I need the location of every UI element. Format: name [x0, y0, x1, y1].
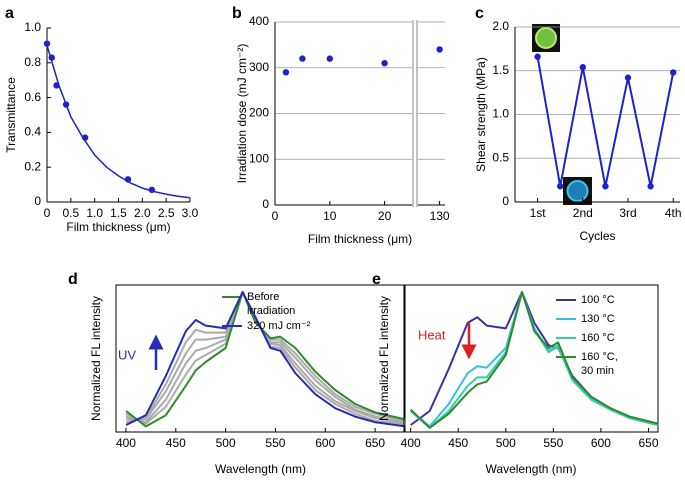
data-point [647, 183, 654, 190]
x-tick-label: 3rd [619, 206, 636, 220]
y-tick-label: 1.0 [24, 20, 41, 34]
legend-label: Before irradiation [247, 291, 296, 317]
series-line [125, 291, 406, 428]
x-axis-label: Wavelength (nm) [486, 462, 577, 476]
plot-frame [115, 284, 406, 433]
x-tick-label: 0 [44, 206, 51, 220]
y-tick-label: 200 [249, 106, 269, 120]
x-tick-label: 500 [496, 436, 516, 450]
y-tick-label: 300 [249, 60, 269, 74]
data-point [282, 69, 290, 76]
x-tick-label: 2nd [573, 206, 593, 220]
x-tick-label: 650 [365, 436, 385, 450]
x-tick-label: 450 [166, 436, 186, 450]
data-point [579, 64, 587, 71]
data-point [670, 69, 677, 76]
x-axis-label: Cycles [579, 229, 615, 243]
y-axis-label: Transmittance [4, 77, 18, 153]
annotation: UV [118, 347, 136, 362]
inset-blue [563, 177, 592, 205]
x-tick-label: 4th [665, 206, 682, 220]
y-tick-label: 0.6 [24, 90, 41, 104]
x-tick-label: 1st [530, 206, 547, 220]
y-tick-label: 0.5 [492, 150, 509, 164]
x-tick-label: 130 [430, 209, 450, 223]
x-axis-label: Film thickness (μm) [308, 232, 412, 246]
data-point [557, 183, 564, 190]
x-tick-label: 2.5 [158, 206, 175, 220]
y-tick-label: 0 [262, 197, 269, 211]
x-tick-label: 400 [116, 436, 136, 450]
x-tick-label: 550 [543, 436, 563, 450]
annotation: Heat [418, 327, 446, 342]
x-tick-label: 600 [591, 436, 611, 450]
legend-label: 130 °C [581, 313, 615, 325]
series-line [125, 291, 406, 428]
data-point [624, 74, 632, 81]
x-tick-label: 0.5 [62, 206, 79, 220]
data-point [381, 59, 388, 67]
y-tick-label: 2.0 [492, 19, 509, 33]
panel-label: c [475, 5, 484, 22]
data-point [299, 55, 306, 62]
series-line [536, 56, 675, 188]
legend-label: 160 °C, 30 min [581, 351, 618, 377]
data-point [534, 53, 541, 60]
y-axis-label: Normalized FL intensity [89, 296, 103, 421]
legend-label: 160 °C [581, 332, 615, 344]
y-axis-label: Shear strength (MPa) [474, 57, 488, 172]
plot-frame [403, 284, 659, 433]
x-axis-label: Film thickness (μm) [66, 220, 170, 234]
x-tick-label: 20 [378, 209, 392, 223]
legend-label: 320 mJ cm⁻² [247, 320, 311, 332]
series-line [410, 291, 659, 429]
y-axis-label: Irradiation dose (mJ cm⁻²) [235, 44, 249, 184]
data-point [436, 46, 443, 53]
x-tick-label: 1.0 [86, 206, 103, 220]
y-tick-label: 100 [249, 151, 269, 165]
x-tick-label: 0 [272, 209, 279, 223]
x-tick-label: 500 [216, 436, 236, 450]
y-tick-label: 1.0 [492, 107, 509, 121]
legend-label: 100 °C [581, 294, 615, 306]
y-tick-label: 400 [249, 14, 269, 28]
x-axis-label: Wavelength (nm) [215, 462, 306, 476]
panel-label: b [232, 5, 242, 22]
y-axis-label: Normalized FL intensity [377, 296, 391, 421]
data-point [43, 40, 51, 47]
y-tick-label: 0 [502, 194, 509, 208]
series-line [46, 45, 191, 199]
axis-break-gap [412, 20, 418, 207]
x-tick-label: 1.5 [110, 206, 127, 220]
data-point [602, 183, 609, 190]
panel-label: e [372, 271, 381, 288]
x-tick-label: 450 [448, 436, 468, 450]
x-tick-label: 3.0 [182, 206, 199, 220]
panel-label: a [5, 5, 14, 22]
x-tick-label: 2.0 [134, 206, 151, 220]
panel-label: d [68, 271, 78, 288]
inset-green [532, 24, 560, 52]
x-tick-label: 10 [323, 209, 337, 223]
x-tick-label: 600 [315, 436, 335, 450]
y-tick-label: 0 [34, 194, 41, 208]
y-tick-label: 0.4 [24, 125, 41, 139]
x-tick-label: 400 [401, 436, 421, 450]
x-tick-label: 550 [265, 436, 285, 450]
y-tick-label: 1.5 [492, 63, 509, 77]
y-tick-label: 0.8 [24, 55, 41, 69]
y-tick-label: 0.2 [24, 159, 41, 173]
x-tick-label: 650 [638, 436, 658, 450]
data-point [326, 55, 333, 62]
